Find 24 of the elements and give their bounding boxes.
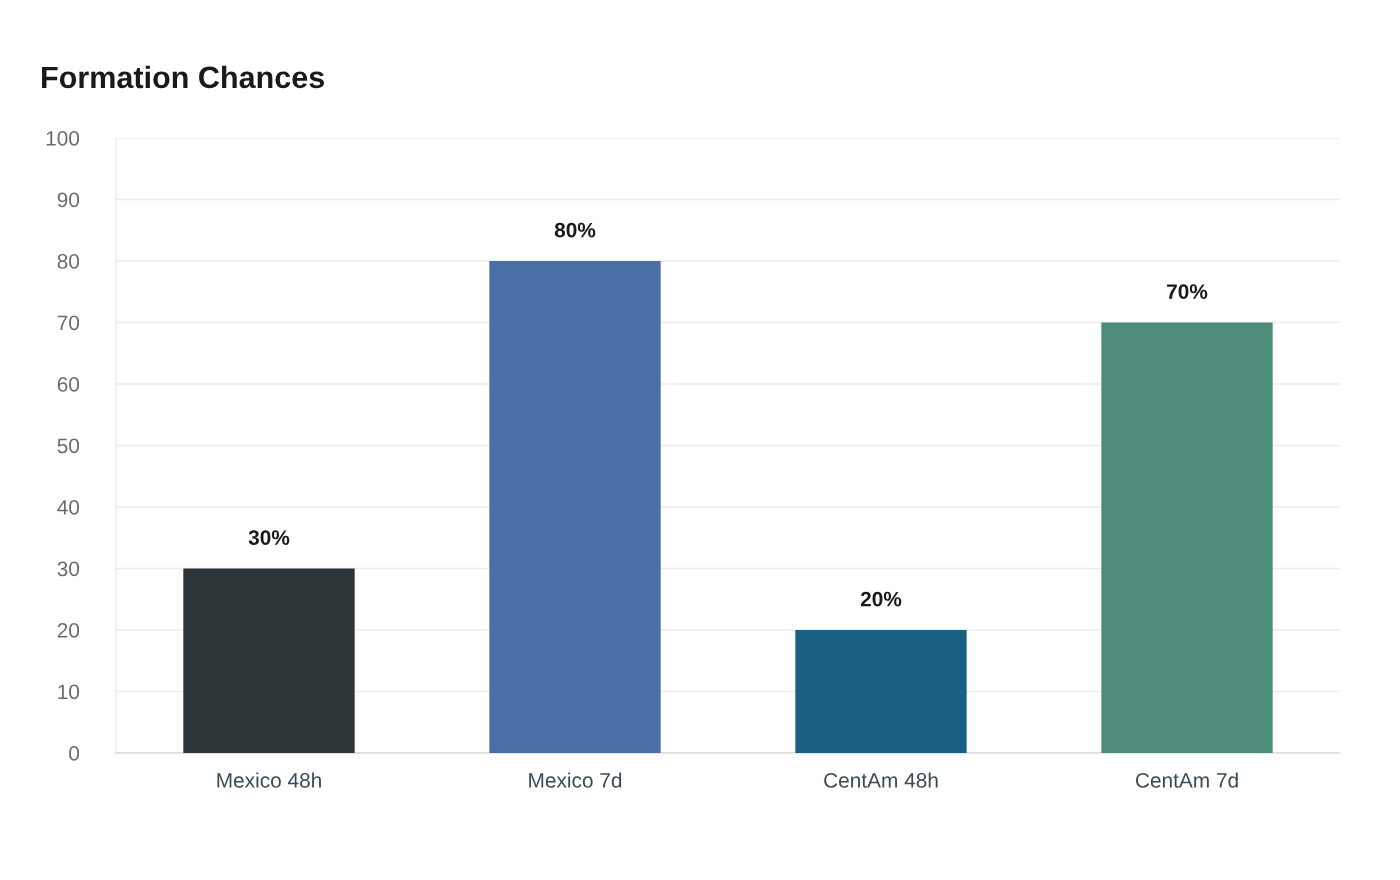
x-tick-label: Mexico 7d xyxy=(529,772,622,788)
y-tick-label: 10 xyxy=(58,684,80,700)
y-tick-label: 20 xyxy=(57,623,80,638)
y-tick-label: 50 xyxy=(57,438,80,454)
x-tick-label: CentAm 7d xyxy=(1135,772,1238,788)
bar xyxy=(183,568,355,753)
y-tick-label: 80 xyxy=(57,254,80,269)
chart-title: Formation Chances xyxy=(42,65,324,89)
data-label: 70% xyxy=(1167,284,1208,299)
y-tick-label: 100 xyxy=(46,131,80,146)
y-tick-label: 0 xyxy=(69,746,80,761)
x-tick-label: Mexico 48h xyxy=(217,772,321,788)
bar xyxy=(489,261,661,753)
y-tick-label: 70 xyxy=(57,315,80,331)
data-label: 80% xyxy=(554,222,596,238)
y-tick-label: 60 xyxy=(57,377,80,392)
data-label: 20% xyxy=(860,591,902,607)
bar xyxy=(795,630,967,753)
y-tick-label: 30 xyxy=(57,561,80,577)
y-tick-label: 40 xyxy=(57,500,80,515)
x-tick-label: CentAm 48h xyxy=(824,772,938,788)
data-label: 30% xyxy=(248,530,290,545)
bar xyxy=(1101,322,1273,753)
y-tick-label: 90 xyxy=(57,192,80,208)
